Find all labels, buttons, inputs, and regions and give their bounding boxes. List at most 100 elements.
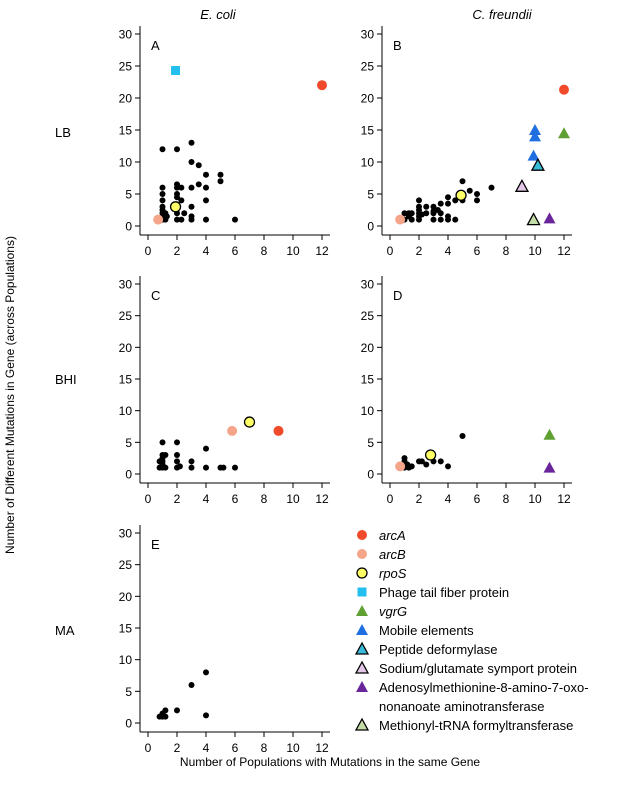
highlight-point <box>543 428 556 440</box>
highlight-point <box>169 201 182 213</box>
data-point <box>217 178 224 185</box>
column-title-ecoli: E. coli <box>200 7 237 22</box>
data-point <box>445 463 451 470</box>
panel-e: 0 5 10 15 20 25 30 0 2 4 6 8 10 12 E <box>119 525 330 755</box>
y-tick-label: 5 <box>367 188 374 202</box>
row-label-lb: LB <box>55 125 71 140</box>
y-axis-title: Number of Different Mutations in Gene (a… <box>3 236 17 554</box>
y-tick-label: 10 <box>119 404 133 418</box>
x-tick-label: 0 <box>387 244 394 258</box>
y-tick-label: 25 <box>361 60 375 74</box>
x-axis-title: Number of Populations with Mutations in … <box>180 755 480 769</box>
data-point <box>437 458 444 465</box>
data-point <box>203 445 209 452</box>
data-point <box>203 184 209 191</box>
highlight-point <box>243 416 256 428</box>
x-tick-label: 6 <box>232 244 239 258</box>
x-tick-label: 12 <box>557 244 571 258</box>
data-point <box>445 200 451 207</box>
y-tick-label: 5 <box>125 685 132 699</box>
x-tick-label: 6 <box>232 492 239 506</box>
y-tick-label: 10 <box>361 156 375 170</box>
data-point <box>181 210 188 217</box>
highlight-point <box>424 449 437 461</box>
x-tick-label: 8 <box>261 492 268 506</box>
legend-label: nonanoate aminotransferase <box>379 699 545 714</box>
highlight-point <box>543 212 556 224</box>
x-tick-label: 2 <box>174 244 181 258</box>
data-point <box>423 203 430 210</box>
data-point <box>488 184 495 191</box>
highlight-point <box>171 65 181 75</box>
y-tick-label: 0 <box>125 717 132 731</box>
y-tick-label: 15 <box>119 622 133 636</box>
legend-marker <box>357 530 367 540</box>
x-tick-label: 8 <box>261 244 268 258</box>
highlight-point <box>559 84 569 95</box>
data-point <box>232 216 238 223</box>
legend-marker <box>354 660 370 674</box>
y-tick-label: 15 <box>119 124 133 138</box>
highlight-point <box>526 212 541 226</box>
data-point <box>159 146 166 153</box>
data-point <box>188 213 195 220</box>
highlight-point <box>395 214 406 225</box>
data-point <box>408 216 415 223</box>
y-tick-label: 15 <box>361 373 375 387</box>
x-tick-label: 12 <box>557 492 571 506</box>
x-tick-label: 2 <box>174 492 181 506</box>
data-point <box>176 463 183 470</box>
data-point <box>159 439 166 446</box>
data-point <box>232 464 238 471</box>
data-point <box>203 464 209 471</box>
data-point <box>188 203 195 210</box>
x-tick-label: 2 <box>416 244 423 258</box>
panel-d: 0 5 10 15 20 25 30 0 2 4 6 8 10 12 D <box>361 276 572 506</box>
legend-label: Mobile elements <box>379 623 474 638</box>
data-point <box>203 712 209 719</box>
data-point <box>466 187 473 194</box>
x-tick-label: 10 <box>286 492 300 506</box>
highlight-point <box>543 461 556 473</box>
highlight-point <box>514 178 530 192</box>
legend-label: Phage tail fiber protein <box>379 585 509 600</box>
x-tick-label: 8 <box>503 244 510 258</box>
data-point <box>174 458 180 465</box>
data-point <box>156 458 163 465</box>
highlight-point <box>558 127 570 139</box>
data-point <box>437 200 444 207</box>
highlight-point <box>153 214 164 225</box>
data-point <box>423 461 430 468</box>
data-point <box>188 184 195 191</box>
data-point <box>437 210 444 217</box>
data-point <box>459 178 466 185</box>
y-tick-label: 10 <box>119 653 133 667</box>
data-point <box>459 433 466 439</box>
x-tick-label: 0 <box>145 244 152 258</box>
legend-label: Methionyl-tRNA formyltransferase <box>379 718 573 733</box>
data-point <box>174 707 180 714</box>
legend-marker <box>356 624 368 635</box>
y-tick-label: 30 <box>119 28 133 42</box>
x-tick-label: 4 <box>203 244 210 258</box>
highlight-point <box>530 157 545 171</box>
y-tick-label: 0 <box>367 468 374 482</box>
data-point <box>203 216 209 223</box>
panel-letter: C <box>151 288 160 303</box>
y-tick-label: 0 <box>125 468 132 482</box>
data-point <box>474 191 480 197</box>
y-tick-label: 15 <box>361 124 375 138</box>
x-tick-label: 10 <box>286 244 300 258</box>
x-tick-label: 6 <box>474 244 481 258</box>
data-point <box>416 197 422 204</box>
y-tick-label: 0 <box>125 220 132 234</box>
legend-marker <box>354 641 370 655</box>
data-point <box>430 208 437 215</box>
legend-label: vgrG <box>379 604 407 619</box>
y-tick-label: 30 <box>361 278 375 292</box>
data-point <box>195 162 202 169</box>
x-tick-label: 4 <box>445 244 452 258</box>
legend-marker <box>356 605 368 616</box>
